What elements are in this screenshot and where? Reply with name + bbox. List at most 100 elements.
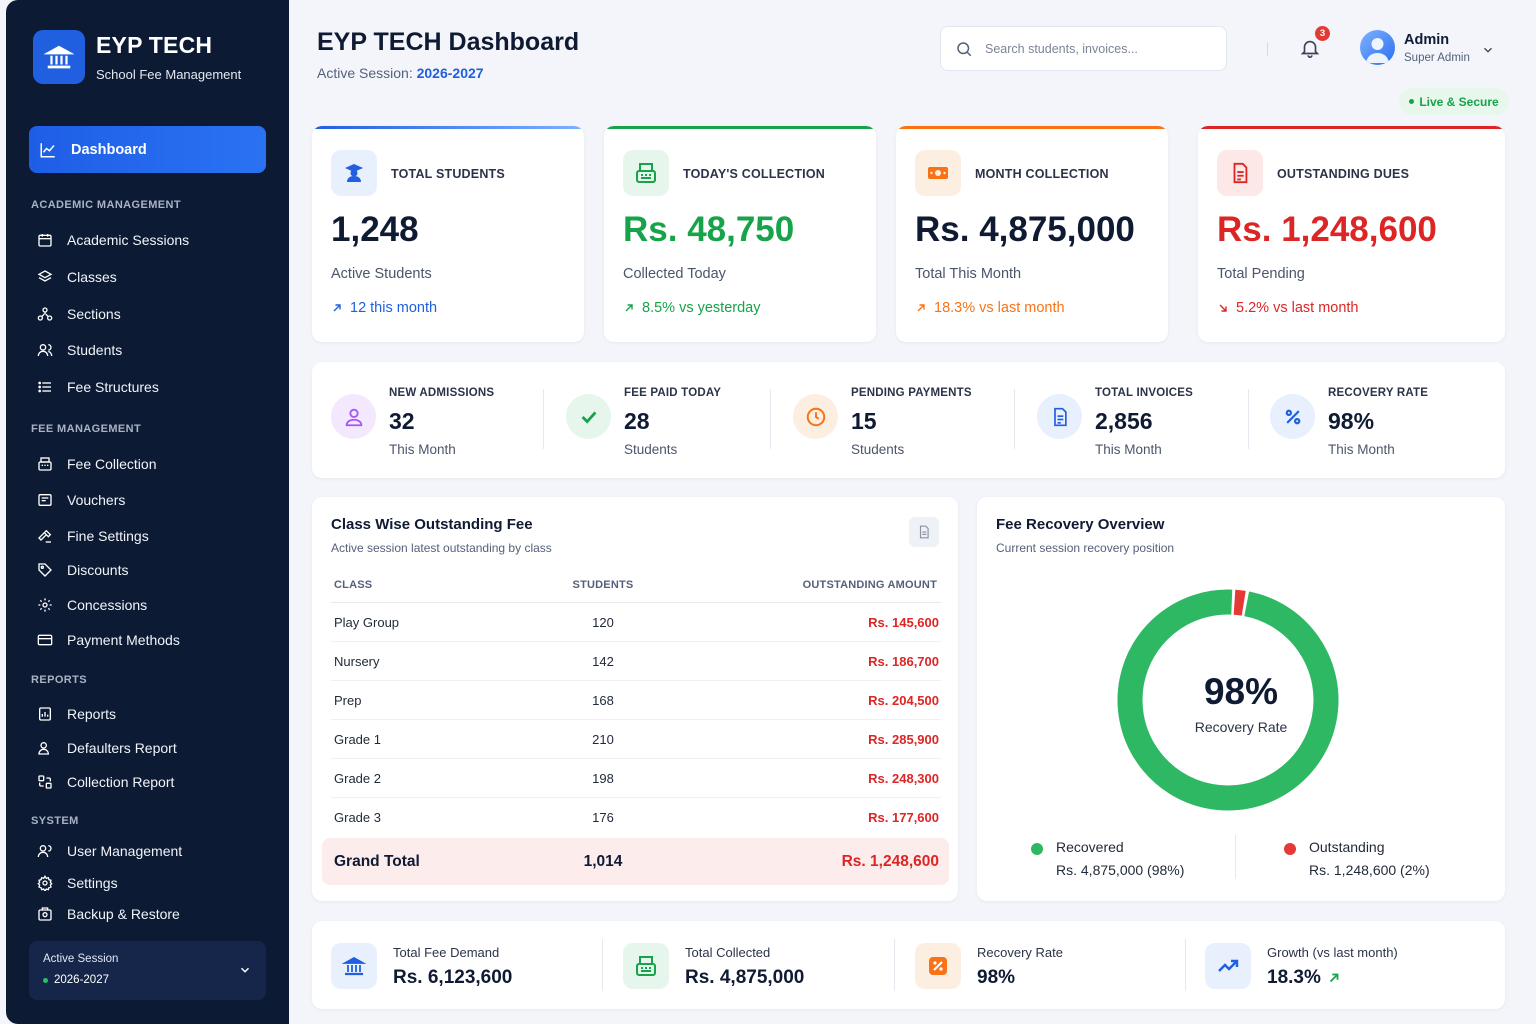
sidebar-item-students[interactable]: Students <box>37 339 122 361</box>
stat-label: FEE PAID TODAY <box>624 387 722 399</box>
user-icon <box>331 394 376 439</box>
kpi-value: Rs. 1,248,600 <box>1217 210 1437 249</box>
cell-amount: Rs. 285,900 <box>868 732 939 747</box>
sidebar-item-concessions[interactable]: Concessions <box>37 594 147 616</box>
chevron-down-icon[interactable] <box>1481 43 1495 57</box>
sidebar-item-label: Dashboard <box>71 141 147 158</box>
session-value-text: 2026-2027 <box>54 974 109 986</box>
kpi-card-total-students[interactable]: TOTAL STUDENTS 1,248 Active Students 12 … <box>312 126 584 342</box>
sidebar-item-discounts[interactable]: Discounts <box>37 559 128 581</box>
avatar[interactable] <box>1360 30 1395 65</box>
stat-label: NEW ADMISSIONS <box>389 387 495 399</box>
sidebar-item-dashboard[interactable]: Dashboard <box>29 126 266 173</box>
kpi-trend-text: 12 this month <box>350 300 438 316</box>
sidebar: EYP TECH School Fee Management Dashboard… <box>6 0 289 1024</box>
stat-label: TOTAL INVOICES <box>1095 387 1194 399</box>
sidebar-item-label: Academic Sessions <box>67 232 190 248</box>
sidebar-item-label: User Management <box>67 843 183 859</box>
class-outstanding-card: Class Wise Outstanding Fee Active sessio… <box>312 497 958 901</box>
credit-card-icon <box>37 634 53 646</box>
kpi-subtitle: Total This Month <box>915 266 1022 282</box>
summary-label: Total Collected <box>685 945 771 960</box>
sidebar-item-academic-sessions[interactable]: Academic Sessions <box>37 229 189 251</box>
sidebar-item-label: Sections <box>67 306 121 322</box>
table-row[interactable]: Grade 3 176 Rs. 177,600 <box>331 798 941 837</box>
table-row[interactable]: Grade 1 210 Rs. 285,900 <box>331 720 941 759</box>
session-prefix: Active Session: <box>317 65 417 81</box>
card-subtitle: Current session recovery position <box>996 541 1175 555</box>
export-document-icon[interactable] <box>909 517 939 547</box>
sidebar-item-vouchers[interactable]: Vouchers <box>37 489 125 511</box>
document-icon <box>1037 394 1082 439</box>
live-status-badge: Live & Secure <box>1399 88 1509 115</box>
table-row[interactable]: Nursery 142 Rs. 186,700 <box>331 642 941 681</box>
total-amount: Rs. 1,248,600 <box>841 853 939 870</box>
summary-label: Growth (vs last month) <box>1267 945 1398 960</box>
donut-slice-recovered[interactable] <box>1117 589 1339 811</box>
column-header-class[interactable]: CLASS <box>334 579 373 591</box>
table-row[interactable]: Play Group 120 Rs. 145,600 <box>331 603 941 642</box>
sidebar-section-system: SYSTEM <box>31 815 79 827</box>
column-header-students[interactable]: STUDENTS <box>572 579 634 591</box>
sidebar-item-fee-collection[interactable]: Fee Collection <box>37 453 157 475</box>
sidebar-item-backup-restore[interactable]: Backup & Restore <box>37 903 180 925</box>
kpi-card-month-collection[interactable]: MONTH COLLECTION Rs. 4,875,000 Total Thi… <box>896 126 1168 342</box>
sidebar-item-sections[interactable]: Sections <box>37 303 121 325</box>
kpi-subtitle: Total Pending <box>1217 266 1305 282</box>
sidebar-item-label: Collection Report <box>67 774 175 790</box>
sidebar-item-fee-structures[interactable]: Fee Structures <box>37 376 159 398</box>
sidebar-item-defaulters-report[interactable]: Defaulters Report <box>37 737 177 759</box>
sidebar-item-reports[interactable]: Reports <box>37 703 116 725</box>
cell-class: Grade 3 <box>334 810 381 825</box>
session-selector[interactable]: Active Session 2026-2027 <box>29 941 266 1000</box>
summary-label: Recovery Rate <box>977 945 1063 960</box>
brand[interactable]: EYP TECH School Fee Management <box>33 30 241 84</box>
cash-register-icon <box>38 457 52 471</box>
divider <box>543 389 544 449</box>
bell-icon[interactable] <box>1299 36 1321 60</box>
list-icon <box>38 381 51 393</box>
collection-report-icon <box>38 775 52 789</box>
stat-label: RECOVERY RATE <box>1328 387 1429 399</box>
sidebar-item-settings[interactable]: Settings <box>37 872 118 894</box>
sidebar-item-classes[interactable]: Classes <box>37 266 117 288</box>
sidebar-item-label: Discounts <box>67 562 129 578</box>
divider <box>1014 389 1015 449</box>
arrow-up-right-icon <box>625 304 633 312</box>
kpi-card-outstanding-dues[interactable]: OUTSTANDING DUES Rs. 1,248,600 Total Pen… <box>1198 126 1505 342</box>
sidebar-item-fine-settings[interactable]: Fine Settings <box>37 525 149 547</box>
backup-icon <box>38 907 52 921</box>
sidebar-item-collection-report[interactable]: Collection Report <box>37 771 174 793</box>
money-icon <box>915 150 961 196</box>
trend-up-icon <box>1205 943 1251 989</box>
column-header-outstanding[interactable]: OUTSTANDING AMOUNT <box>802 579 937 591</box>
sidebar-item-user-management[interactable]: User Management <box>37 840 182 862</box>
kpi-card-todays-collection[interactable]: TODAY'S COLLECTION Rs. 48,750 Collected … <box>604 126 876 342</box>
sidebar-item-label: Payment Methods <box>67 632 180 648</box>
table-row[interactable]: Prep 168 Rs. 204,500 <box>331 681 941 720</box>
brand-title: EYP TECH <box>96 32 213 58</box>
table-row[interactable]: Grade 2 198 Rs. 248,300 <box>331 759 941 798</box>
sidebar-item-label: Fee Structures <box>67 379 159 395</box>
search-box[interactable] <box>940 26 1227 71</box>
kpi-subtitle: Collected Today <box>623 266 726 282</box>
sidebar-item-label: Fee Collection <box>67 456 157 472</box>
donut-center-value: 98% <box>1203 671 1279 712</box>
card-subtitle: Active session latest outstanding by cla… <box>331 541 552 555</box>
sidebar-item-payment-methods[interactable]: Payment Methods <box>37 629 180 651</box>
sidebar-item-label: Defaulters Report <box>67 740 177 756</box>
legend-label: Outstanding <box>1309 839 1385 855</box>
legend-value: Rs. 4,875,000 (98%) <box>1056 862 1185 878</box>
divider <box>1248 389 1249 449</box>
cell-students: 210 <box>592 732 614 747</box>
divider <box>1235 835 1236 879</box>
student-icon <box>331 150 377 196</box>
page-title: EYP TECH Dashboard <box>317 28 580 56</box>
search-input[interactable] <box>985 41 1205 56</box>
notification-badge: 3 <box>1315 26 1330 41</box>
kpi-trend: 18.3% vs last month <box>915 300 1065 316</box>
report-icon <box>39 707 51 721</box>
donut-slice-outstanding[interactable] <box>1117 589 1339 811</box>
divider <box>770 389 771 449</box>
session-value: 2026-2027 <box>416 65 484 81</box>
